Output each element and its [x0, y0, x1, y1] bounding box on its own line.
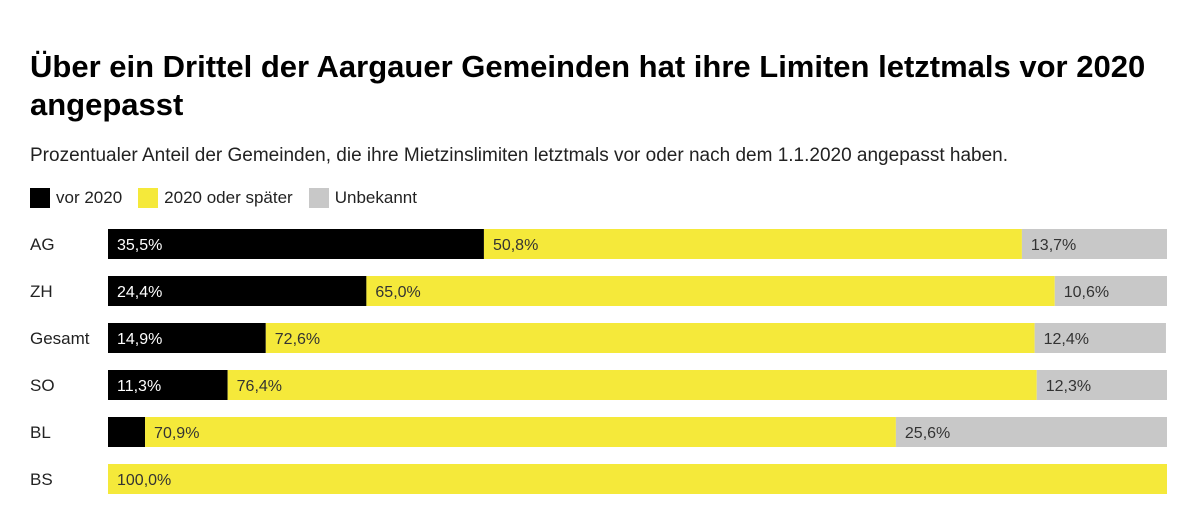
legend-swatch-vor-2020: [30, 188, 50, 208]
bar-so-vor-2020: [108, 370, 228, 400]
bar-bl-unbekannt: [895, 417, 1167, 447]
bar-so-unbekannt: [1036, 370, 1167, 400]
bar-ag-2020-oder-spaeter: [483, 229, 1022, 259]
row-label-zh: ZH: [30, 282, 53, 301]
row-label-bs: BS: [30, 470, 53, 489]
legend-label-2020-oder-spaeter: 2020 oder später: [164, 188, 293, 207]
value-label-ag-vor-2020: 35,5%: [117, 237, 162, 254]
value-label-zh-vor-2020: 24,4%: [117, 284, 162, 301]
bar-ag-vor-2020: [108, 229, 484, 259]
legend-item-unbekannt: Unbekannt: [308, 188, 417, 208]
legend: vor 2020 2020 oder später Unbekannt: [30, 186, 433, 210]
legend-item-2020-oder-spaeter: 2020 oder später: [138, 188, 293, 208]
value-label-bs-2020-oder-spaeter: 100,0%: [117, 472, 171, 489]
bar-bl-vor-2020: [108, 417, 146, 447]
bar-ag-unbekannt: [1021, 229, 1167, 259]
bar-zh-vor-2020: [108, 276, 367, 306]
value-label-gesamt-vor-2020: 14,9%: [117, 331, 162, 348]
value-label-bl-unbekannt: 25,6%: [905, 425, 950, 442]
bar-zh-unbekannt: [1054, 276, 1167, 306]
value-label-gesamt-2020-oder-spaeter: 72,6%: [275, 331, 320, 348]
legend-swatch-2020-oder-spaeter: [138, 188, 159, 208]
value-label-ag-2020-oder-spaeter: 50,8%: [493, 237, 538, 254]
value-label-ag-unbekannt: 13,7%: [1031, 237, 1076, 254]
legend-swatch-unbekannt: [308, 188, 329, 208]
chart-title: Über ein Drittel der Aargauer Gemeinden …: [30, 49, 1146, 122]
legend-item-vor-2020: vor 2020: [30, 188, 122, 208]
row-label-gesamt: Gesamt: [30, 329, 90, 348]
bar-bl-2020-oder-spaeter: [145, 417, 896, 447]
value-label-so-vor-2020: 11,3%: [117, 378, 161, 395]
value-label-gesamt-unbekannt: 12,4%: [1044, 331, 1089, 348]
row-label-ag: AG: [30, 235, 55, 254]
bar-gesamt-unbekannt: [1034, 323, 1166, 353]
row-label-bl: BL: [30, 423, 51, 442]
value-label-so-2020-oder-spaeter: 76,4%: [237, 378, 282, 395]
value-label-bl-2020-oder-spaeter: 70,9%: [154, 425, 199, 442]
value-label-zh-unbekannt: 10,6%: [1064, 284, 1109, 301]
bar-bs-2020-oder-spaeter: [108, 464, 1167, 494]
bar-so-2020-oder-spaeter: [227, 370, 1037, 400]
legend-label-vor-2020: vor 2020: [56, 188, 123, 207]
chart-subtitle: Prozentualer Anteil der Gemeinden, die i…: [30, 145, 1008, 166]
row-label-so: SO: [30, 376, 55, 395]
bar-gesamt-2020-oder-spaeter: [265, 323, 1035, 353]
legend-label-unbekannt: Unbekannt: [334, 188, 417, 207]
bar-gesamt-vor-2020: [108, 323, 266, 353]
value-label-so-unbekannt: 12,3%: [1046, 378, 1091, 395]
value-label-zh-2020-oder-spaeter: 65,0%: [375, 284, 420, 301]
bar-zh-2020-oder-spaeter: [366, 276, 1055, 306]
